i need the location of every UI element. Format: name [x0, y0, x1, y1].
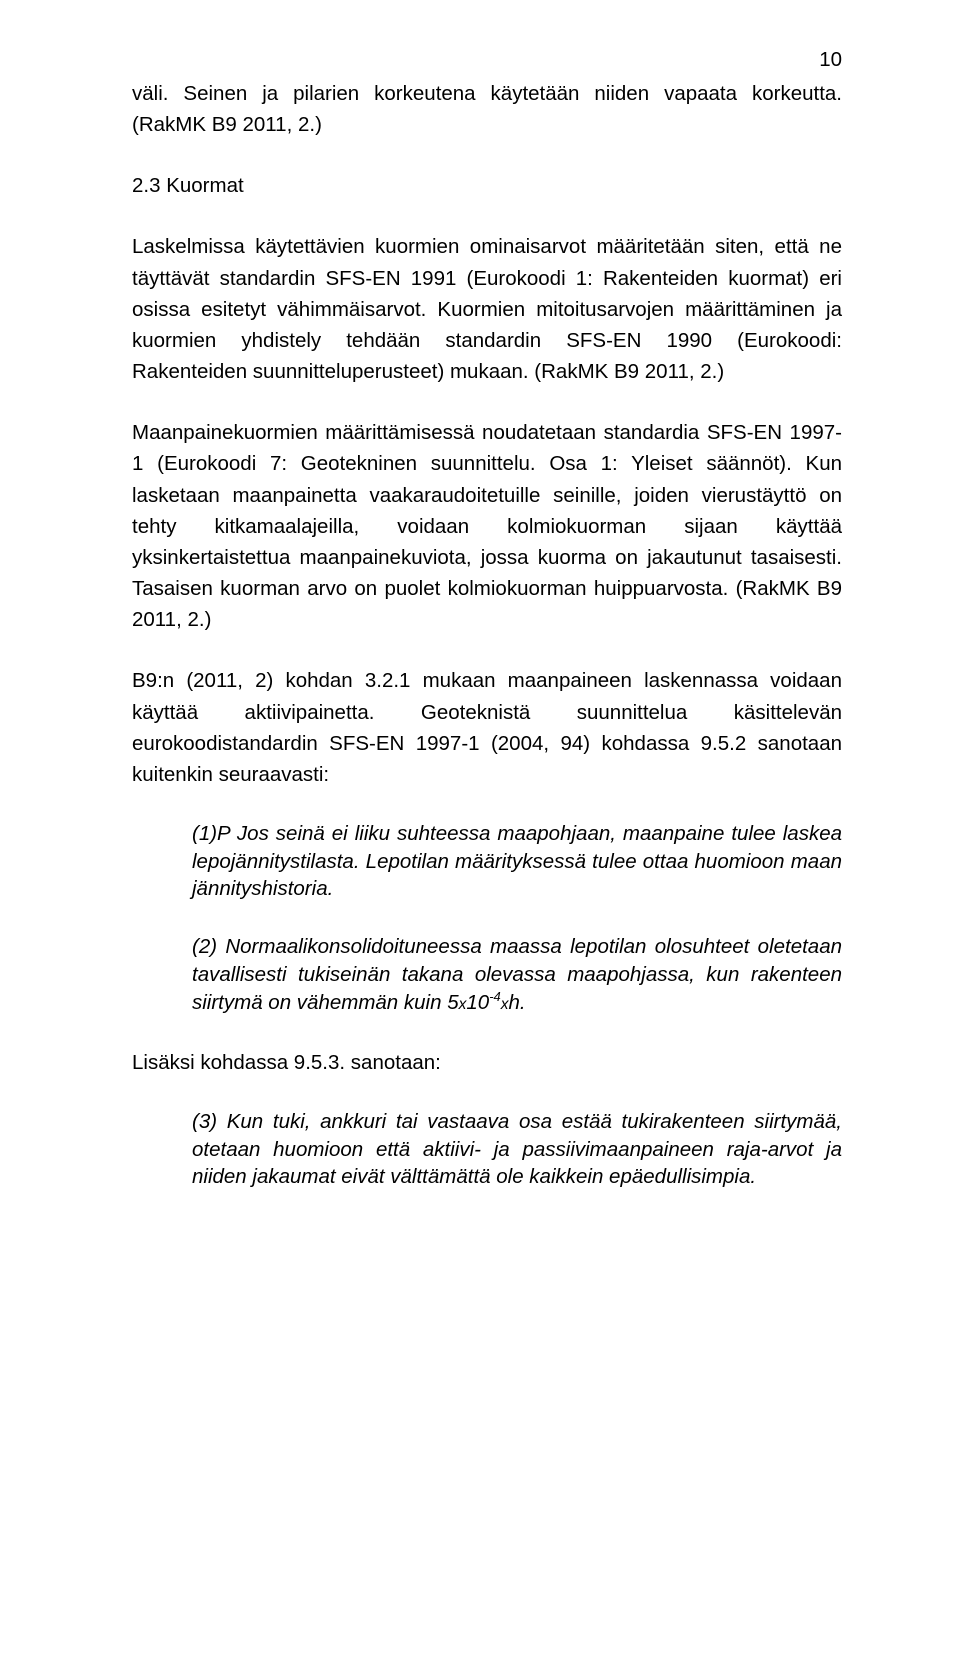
block-quote: (1)P Jos seinä ei liiku suhteessa maapoh…	[192, 820, 842, 903]
quote-text: h.	[509, 991, 526, 1014]
page-number: 10	[819, 44, 842, 75]
document-page: 10 väli. Seinen ja pilarien korkeutena k…	[0, 0, 960, 1660]
quote-subscript: x	[501, 996, 509, 1013]
body-paragraph: väli. Seinen ja pilarien korkeutena käyt…	[132, 78, 842, 140]
quote-text: 10	[466, 991, 489, 1014]
section-heading: 2.3 Kuormat	[132, 170, 842, 201]
body-paragraph: Lisäksi kohdassa 9.5.3. sanotaan:	[132, 1047, 842, 1078]
body-paragraph: Maanpainekuormien määrittämisessä noudat…	[132, 417, 842, 635]
block-quote: (2) Normaalikonsolidoituneessa maassa le…	[192, 933, 842, 1017]
quote-superscript: -4	[489, 989, 501, 1004]
block-quote: (3) Kun tuki, ankkuri tai vastaava osa e…	[192, 1108, 842, 1191]
body-paragraph: Laskelmissa käytettävien kuormien ominai…	[132, 231, 842, 387]
body-paragraph: B9:n (2011, 2) kohdan 3.2.1 mukaan maanp…	[132, 665, 842, 790]
